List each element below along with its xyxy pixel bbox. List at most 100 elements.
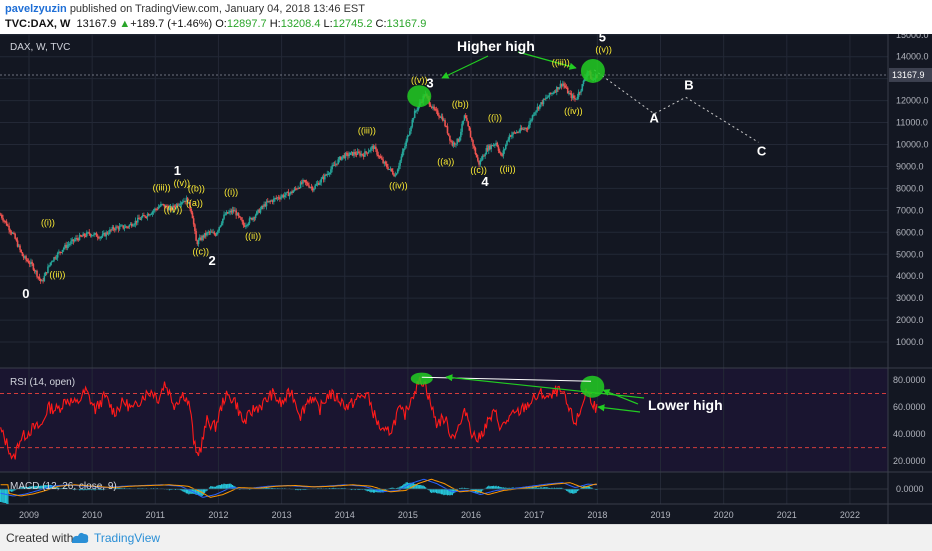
candle-body: [576, 96, 579, 99]
candle-body: [521, 128, 524, 130]
higher-high-arrow-left: [441, 55, 489, 79]
candle-body: [76, 238, 78, 240]
candle-body: [503, 149, 506, 151]
candle-body: [214, 234, 217, 236]
candle-body: [398, 165, 400, 170]
candle-body: [178, 204, 180, 206]
candle-body: [453, 142, 456, 145]
close-label: C:: [375, 18, 387, 30]
candle-body: [307, 182, 309, 186]
candle-body: [128, 224, 131, 227]
candle-body: [219, 225, 222, 228]
candle-body: [535, 110, 537, 113]
candle-body: [175, 204, 178, 208]
candle-body: [497, 146, 500, 151]
chart-area[interactable]: 0 ((i)) ((ii)) 1 ((iii)) ((v)) ((b)) ((iv)) ((a)…: [0, 29, 932, 524]
candle-body: [525, 128, 528, 130]
candle-body: [123, 227, 126, 229]
candle-body: [413, 110, 416, 119]
time-axis-tick: 2016: [461, 510, 481, 520]
candle-body: [406, 136, 409, 141]
candle-body: [241, 219, 244, 222]
candle-body: [10, 231, 13, 234]
candle-body: [168, 207, 171, 211]
candle-body: [218, 227, 220, 231]
candle-body: [132, 225, 134, 227]
candle-body: [468, 126, 471, 131]
candle-body: [513, 132, 516, 134]
candle-body: [154, 208, 156, 211]
candle-body: [143, 215, 145, 217]
candle-body: [565, 87, 568, 89]
candle-body: [327, 173, 330, 175]
wave-label: ((ii)): [49, 269, 65, 279]
candle-body: [478, 160, 480, 165]
chart-canvas[interactable]: 0((i))((ii))1((iii)) ((v))((b))((iv))((a)…: [0, 29, 932, 524]
candle-body: [582, 80, 585, 85]
macd-panel-title: MACD (12, 26, close, 9): [10, 481, 117, 492]
wave-label: ((iv)): [164, 205, 183, 215]
candle-body: [472, 140, 474, 146]
candle-body: [337, 159, 339, 165]
candle-body: [139, 219, 142, 221]
candle-body: [385, 163, 388, 168]
candle-body: [60, 252, 63, 254]
candle-body: [514, 132, 517, 134]
price-axis-tick: 1000.0: [896, 337, 924, 347]
candle-body: [435, 109, 438, 111]
candle-body: [474, 147, 477, 155]
candle-body: [157, 207, 160, 210]
candle-body: [469, 130, 472, 138]
candle-body: [41, 280, 43, 282]
candle-body: [524, 128, 527, 130]
candle-body: [305, 182, 308, 184]
candle-body: [351, 151, 354, 156]
time-axis-tick: 2018: [587, 510, 607, 520]
author-link[interactable]: pavelzyuzin: [5, 3, 67, 15]
candle-body: [259, 208, 262, 213]
candle-body: [28, 263, 31, 265]
candle-body: [103, 233, 105, 235]
tradingview-link[interactable]: TradingView: [94, 531, 161, 545]
candle-body: [229, 210, 231, 213]
candle-body: [158, 206, 161, 208]
time-axis-tick: 2020: [714, 510, 734, 520]
candle-body: [512, 132, 514, 135]
time-axis-tick: 2012: [208, 510, 228, 520]
candle-body: [436, 110, 439, 116]
candle-body: [207, 231, 210, 233]
candle-body: [387, 167, 389, 170]
candle-body: [93, 233, 95, 236]
wave-label: 4: [481, 174, 489, 189]
candle-body: [254, 215, 257, 219]
wave-label: 3: [426, 75, 433, 90]
candle-body: [348, 154, 350, 157]
candle-body: [271, 200, 274, 202]
candle-body: [248, 218, 251, 224]
candle-body: [171, 206, 173, 210]
symbol-line: TVC:DAX, W 13167.9 ▲+189.7 (+1.46%) O:12…: [5, 18, 426, 30]
candle-body: [45, 272, 48, 274]
candle-body: [265, 201, 268, 207]
candle-body: [577, 92, 580, 97]
candle-body: [288, 193, 291, 197]
time-axis-tick: 2022: [840, 510, 860, 520]
candle-body: [317, 183, 320, 185]
candle-body: [145, 216, 148, 218]
time-axis-tick: 2014: [335, 510, 355, 520]
candle-body: [84, 235, 87, 237]
candle-body: [444, 120, 446, 127]
candle-body: [264, 204, 267, 207]
symbol-name[interactable]: TVC:DAX, W: [5, 18, 71, 30]
candle-body: [138, 217, 140, 220]
candle-body: [416, 109, 418, 111]
axis-labels: 15000.0 14000.0 1 3000.0 12000.0 11000.0 10000…: [19, 30, 932, 520]
candle-body: [26, 259, 29, 261]
wave-label: ((v)): [174, 178, 191, 188]
candle-body: [572, 95, 575, 99]
candle-body: [283, 195, 286, 197]
price-axis-tick: 3000.0: [896, 293, 924, 303]
wave-label: 0: [22, 286, 29, 301]
candle-body: [224, 214, 227, 216]
candle-body: [137, 217, 139, 223]
